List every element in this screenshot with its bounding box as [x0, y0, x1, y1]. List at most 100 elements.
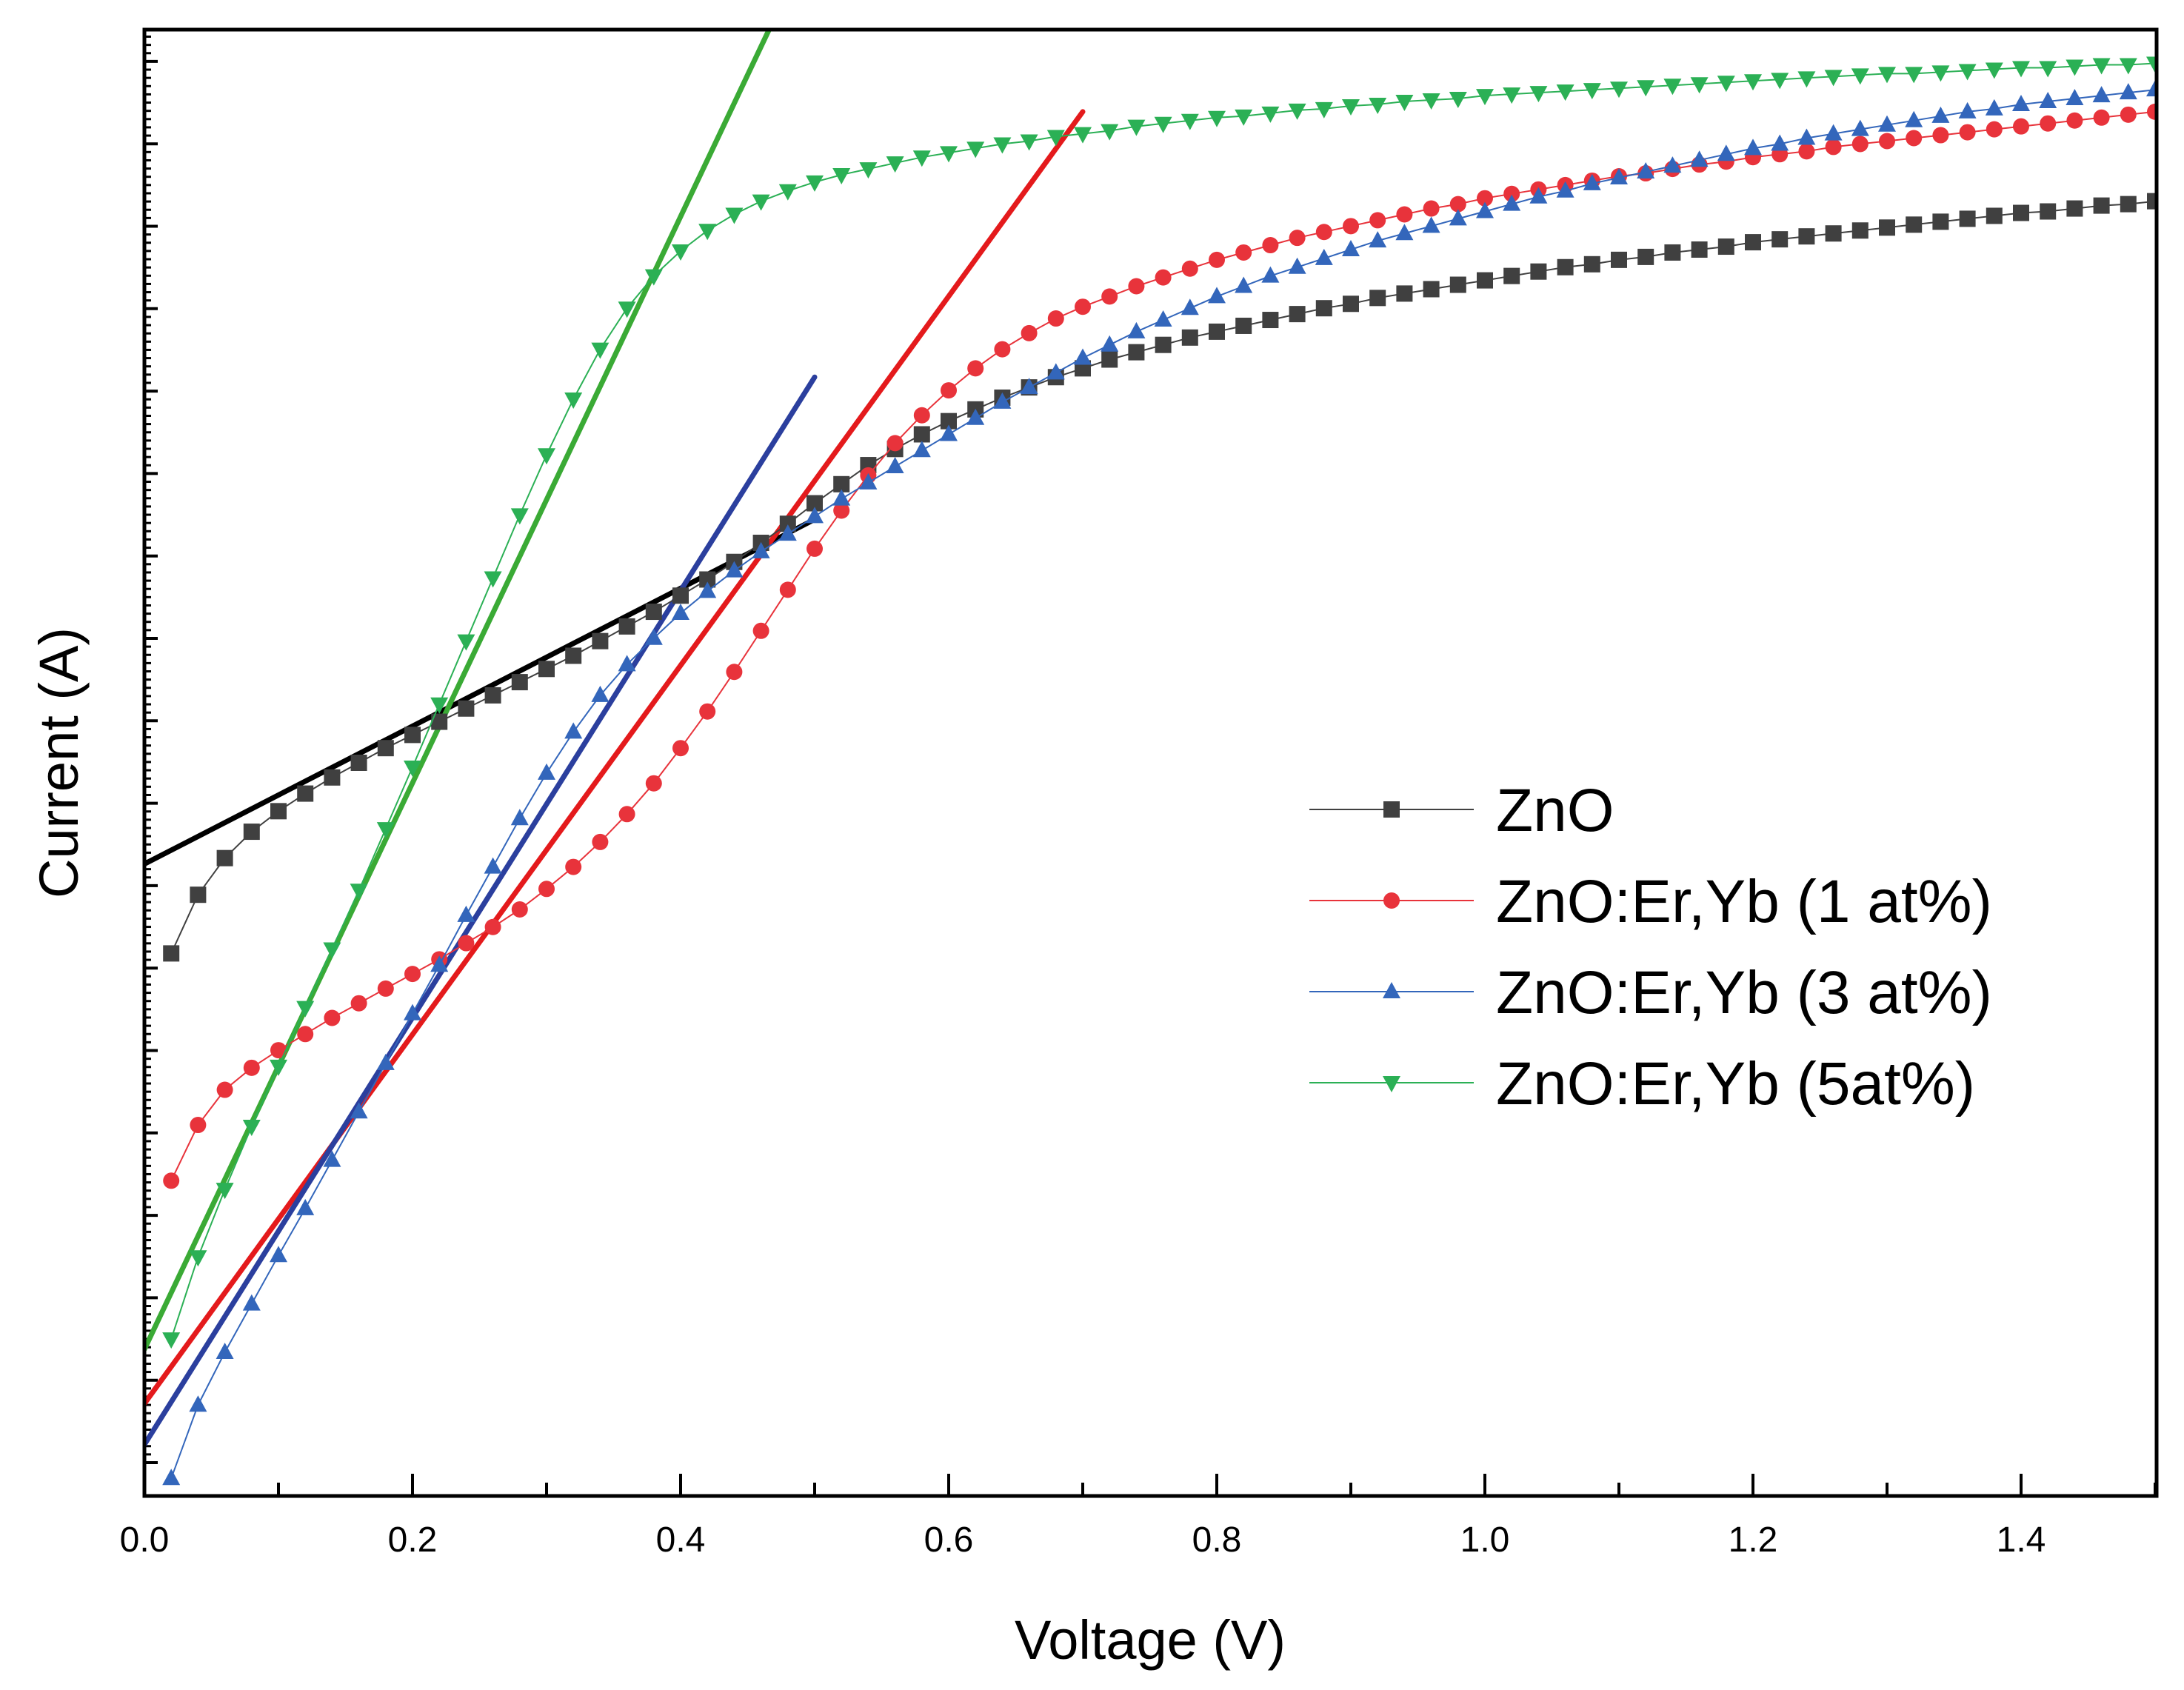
- data-point: [1690, 150, 1709, 167]
- data-point: [1154, 310, 1172, 327]
- data-point: [1824, 124, 1843, 141]
- data-point: [913, 426, 930, 443]
- data-point: [1395, 95, 1414, 112]
- data-point: [297, 1026, 314, 1043]
- data-point: [1423, 281, 1440, 298]
- data-series: [162, 56, 2157, 1486]
- data-point: [1235, 244, 1252, 261]
- x-tick-label: 1.0: [1460, 1520, 1510, 1560]
- legend-label: ZnO: [1496, 777, 1614, 844]
- data-point: [644, 628, 663, 645]
- data-point: [618, 806, 635, 823]
- data-point: [1074, 348, 1092, 365]
- data-point: [484, 571, 502, 588]
- data-point: [618, 301, 636, 318]
- data-point: [1663, 156, 1682, 173]
- data-point: [538, 448, 555, 465]
- data-point: [941, 413, 957, 430]
- data-point: [1235, 109, 1253, 126]
- data-point: [672, 740, 689, 757]
- data-point: [350, 755, 367, 771]
- data-point: [645, 604, 662, 621]
- data-point: [1289, 306, 1306, 323]
- data-point: [1369, 290, 1386, 307]
- data-point: [941, 382, 957, 399]
- data-point: [1128, 344, 1145, 361]
- data-point: [886, 156, 904, 173]
- data-point: [1477, 272, 1493, 289]
- data-point: [2012, 61, 2030, 78]
- data-point: [832, 489, 851, 506]
- data-point: [618, 655, 636, 672]
- data-point: [1477, 190, 1493, 207]
- data-point: [1556, 84, 1574, 101]
- data-point: [1879, 133, 1895, 150]
- data-point: [2093, 197, 2110, 214]
- data-point: [2092, 58, 2111, 75]
- data-point: [1369, 231, 1387, 248]
- legend-label: ZnO:Er,Yb (5at%): [1496, 1050, 1975, 1118]
- data-point: [162, 1469, 181, 1486]
- data-point: [1235, 276, 1253, 293]
- data-point: [779, 581, 796, 598]
- data-point: [216, 1183, 234, 1200]
- x-tick-label: 0.0: [120, 1520, 170, 1560]
- data-point: [1235, 317, 1252, 334]
- data-point: [1101, 124, 1119, 141]
- data-point: [1932, 127, 1949, 144]
- data-point: [592, 632, 609, 649]
- data-point: [1878, 115, 1896, 132]
- data-point: [1315, 101, 1333, 118]
- data-point: [1101, 335, 1119, 352]
- data-point: [270, 1042, 287, 1059]
- data-point: [404, 966, 421, 983]
- data-point: [1931, 65, 1950, 82]
- data-point: [1288, 103, 1306, 120]
- data-point: [1610, 81, 1628, 98]
- legend-label: ZnO:Er,Yb (3 at%): [1496, 959, 1992, 1026]
- data-point: [458, 935, 475, 952]
- data-point: [1422, 93, 1440, 110]
- data-point: [1449, 276, 1466, 293]
- data-point: [1798, 228, 1815, 245]
- data-point: [162, 1332, 181, 1349]
- data-point: [1851, 136, 1869, 153]
- data-point: [752, 622, 769, 639]
- data-point: [484, 857, 502, 874]
- data-point: [1529, 86, 1548, 103]
- data-point: [1905, 110, 1923, 127]
- data-point: [1369, 212, 1386, 229]
- plot-frame: [142, 27, 2159, 1498]
- data-point: [1744, 138, 1762, 156]
- data-point: [672, 604, 689, 621]
- data-point: [376, 1053, 395, 1070]
- x-tick-labels: 0.0 0.2 0.4 0.6 0.8 1.0 1.2 1.4: [120, 1520, 2046, 1560]
- data-point: [1449, 209, 1467, 226]
- data-point: [1343, 295, 1359, 313]
- data-point: [2146, 80, 2157, 97]
- data-point: [940, 146, 958, 163]
- data-point: [350, 995, 367, 1012]
- data-point: [725, 561, 744, 578]
- data-point: [270, 803, 287, 820]
- data-point: [510, 809, 529, 826]
- data-point: [1583, 173, 1601, 190]
- data-point: [725, 207, 744, 224]
- data-point: [1476, 201, 1494, 218]
- data-point: [1181, 113, 1199, 130]
- data-point: [1261, 266, 1280, 283]
- data-point: [1343, 218, 1359, 235]
- data-point: [1637, 248, 1654, 265]
- data-point: [1369, 97, 1387, 114]
- data-point: [699, 703, 716, 720]
- data-point: [216, 1342, 234, 1359]
- data-point: [779, 515, 796, 532]
- data-point: [1691, 241, 1708, 258]
- legend-marker: [1383, 892, 1400, 909]
- data-point: [1423, 200, 1440, 217]
- data-point: [510, 508, 529, 525]
- data-point: [430, 697, 449, 714]
- data-point: [1583, 83, 1601, 100]
- data-point: [1744, 74, 1762, 91]
